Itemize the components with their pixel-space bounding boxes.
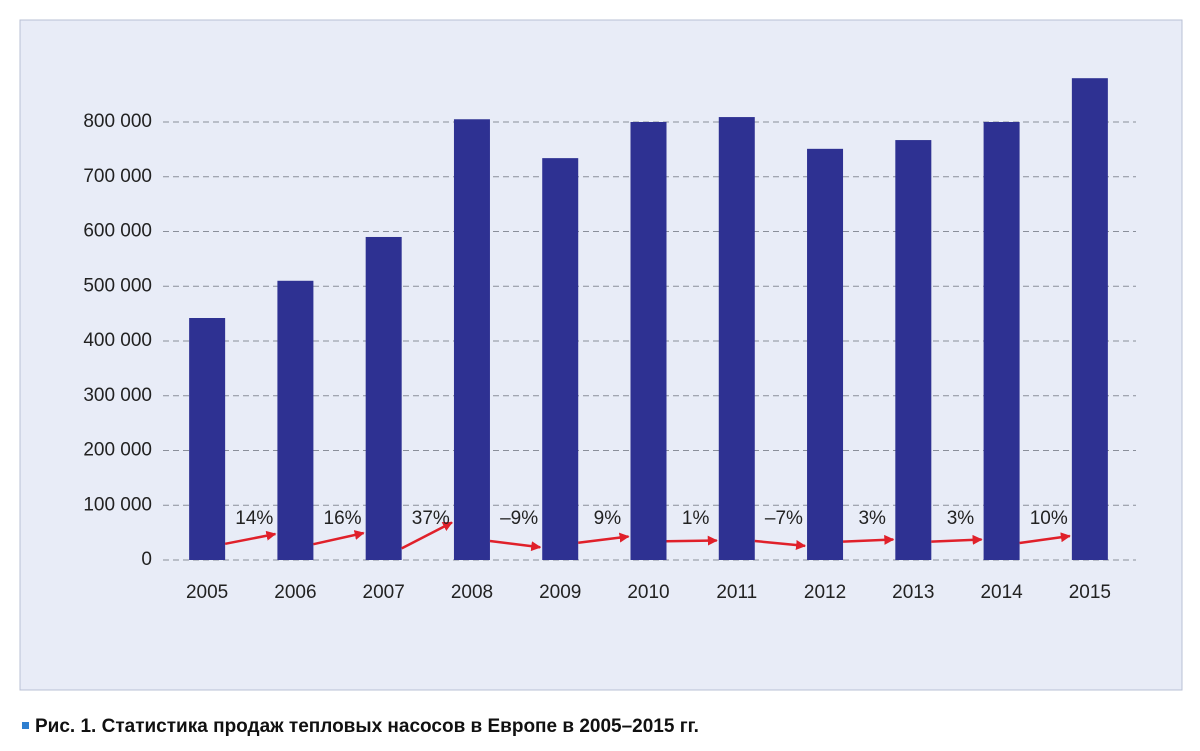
growth-arrow	[489, 539, 542, 552]
y-tick-label: 100 000	[83, 494, 152, 515]
bar	[365, 236, 402, 560]
growth-label: 3%	[947, 508, 975, 529]
bar	[189, 318, 226, 560]
y-tick-label: 800 000	[83, 111, 152, 132]
growth-label: 3%	[858, 508, 886, 529]
growth-label: 14%	[235, 508, 273, 529]
y-tick-label: 500 000	[83, 275, 152, 296]
growth-arrow	[313, 530, 365, 546]
x-tick-label: 2010	[627, 582, 669, 603]
bar	[983, 122, 1020, 560]
x-tick-label: 2012	[804, 582, 846, 603]
y-tick-label: 0	[141, 549, 152, 570]
y-tick-label: 600 000	[83, 221, 152, 242]
bar	[542, 158, 579, 560]
y-tick-label: 700 000	[83, 166, 152, 187]
growth-arrow	[1019, 532, 1071, 545]
x-tick-label: 2013	[892, 582, 934, 603]
growth-arrow	[401, 521, 453, 550]
x-tick-label: 2005	[186, 582, 228, 603]
growth-arrow	[842, 534, 895, 545]
x-tick-label: 2006	[274, 582, 316, 603]
bar	[807, 148, 844, 560]
y-tick-label: 300 000	[83, 385, 152, 406]
bar	[718, 117, 755, 560]
growth-label: 37%	[412, 508, 450, 529]
growth-label: –9%	[500, 508, 538, 529]
growth-arrow	[666, 535, 718, 546]
growth-arrow	[754, 539, 807, 551]
x-tick-label: 2009	[539, 582, 581, 603]
growth-label: 16%	[324, 508, 362, 529]
x-tick-label: 2007	[363, 582, 405, 603]
y-tick-label: 400 000	[83, 330, 152, 351]
growth-label: 1%	[682, 508, 710, 529]
y-tick-label: 200 000	[83, 440, 152, 461]
growth-arrow	[931, 534, 983, 545]
caption-bullet	[22, 722, 29, 729]
x-tick-label: 2011	[716, 582, 757, 603]
bar	[277, 280, 314, 560]
growth-arrow	[578, 532, 630, 545]
x-tick-label: 2008	[451, 582, 493, 603]
x-tick-label: 2015	[1069, 582, 1111, 603]
growth-label: 9%	[594, 508, 622, 529]
caption: Рис. 1. Статистика продаж тепловых насос…	[35, 716, 699, 737]
bar	[630, 122, 667, 560]
growth-label: 10%	[1030, 508, 1068, 529]
bar	[453, 119, 490, 560]
bar	[895, 140, 932, 560]
x-tick-label: 2014	[980, 582, 1023, 603]
growth-arrow	[224, 530, 277, 546]
growth-label: –7%	[765, 508, 803, 529]
bar	[1071, 78, 1108, 560]
